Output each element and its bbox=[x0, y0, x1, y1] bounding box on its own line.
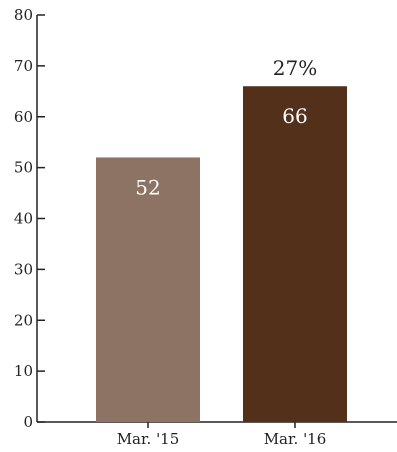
data-label: 66 bbox=[282, 104, 307, 128]
bar bbox=[243, 86, 347, 422]
data-label: 52 bbox=[135, 175, 160, 199]
y-tick-label: 80 bbox=[14, 6, 33, 24]
y-tick-label: 20 bbox=[14, 311, 33, 329]
bar bbox=[96, 157, 200, 422]
x-tick-label: Mar. '15 bbox=[117, 430, 180, 448]
growth-annotation: 27% bbox=[273, 56, 317, 80]
x-tick-label: Mar. '16 bbox=[264, 430, 327, 448]
y-tick-label: 40 bbox=[14, 210, 33, 228]
data-labels: 52 66 27% bbox=[135, 56, 317, 199]
bars bbox=[96, 86, 347, 422]
y-tick-label: 70 bbox=[14, 57, 33, 75]
x-axis: Mar. '15 Mar. '16 bbox=[37, 421, 397, 448]
y-axis: 0 10 20 30 40 50 60 70 80 bbox=[14, 6, 45, 431]
y-tick-label: 30 bbox=[14, 260, 33, 278]
y-tick-label: 0 bbox=[23, 413, 33, 431]
y-tick-label: 50 bbox=[14, 159, 33, 177]
y-tick-label: 10 bbox=[14, 362, 33, 380]
y-tick-label: 60 bbox=[14, 108, 33, 126]
